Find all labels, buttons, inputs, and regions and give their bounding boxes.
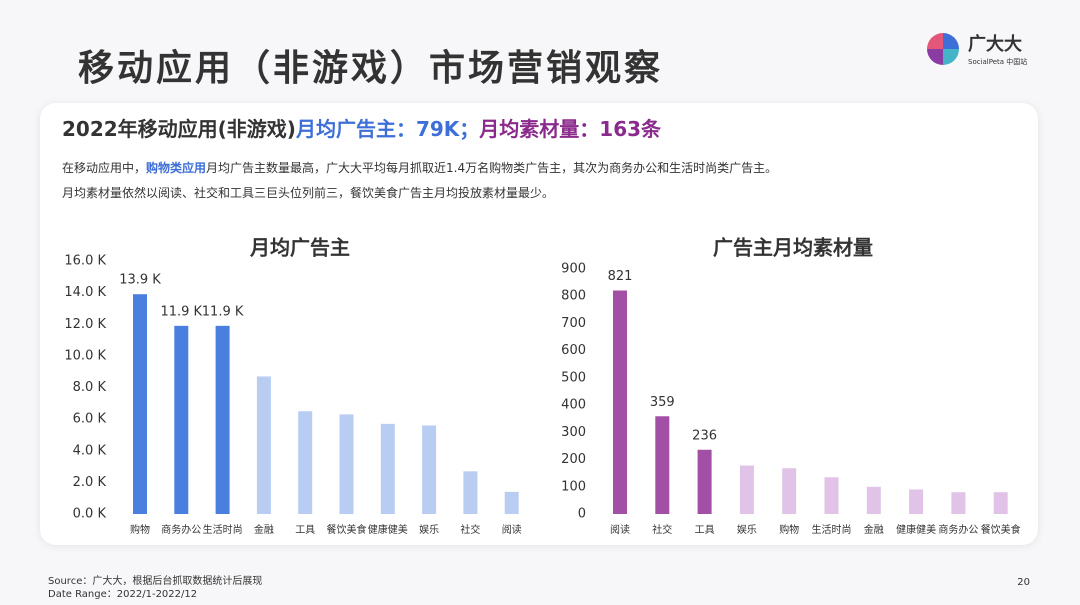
y-tick-label: 700 [561,316,586,331]
bar [697,449,712,514]
y-tick-label: 8.0 K [73,380,107,395]
card [40,103,1038,545]
y-tick-label: 0 [578,507,586,522]
y-tick-label: 2.0 K [73,475,107,490]
bar [256,376,271,514]
subtitle-part: 月均广告主：79K； [295,117,479,141]
x-tick-label: 购物 [779,523,799,536]
slide-title: 移动应用（非游戏）市场营销观察 [78,48,663,89]
bar [866,486,881,514]
bar [739,465,754,514]
bar [909,489,924,514]
x-tick-label: 娱乐 [419,523,439,536]
y-tick-label: 0.0 K [73,507,107,522]
date-range: Date Range：2022/1-2022/12 [48,589,197,600]
bar [951,492,966,514]
bar [993,492,1008,514]
x-tick-label: 娱乐 [737,523,757,536]
y-tick-label: 400 [561,398,586,413]
description-line: 在移动应用中，购物类应用月均广告主数量最高，广大大平均每月抓取近1.4万名购物类… [62,160,777,175]
y-tick-label: 300 [561,425,586,440]
bar [298,411,313,514]
bar [422,425,437,514]
x-tick-label: 购物 [130,523,150,536]
x-tick-label: 生活时尚 [812,523,852,536]
bar [174,325,189,514]
x-tick-label: 金融 [254,523,274,536]
x-tick-label: 工具 [295,524,315,536]
x-tick-label: 健康健美 [368,523,408,536]
highlight: 购物类应用 [146,160,206,175]
data-label: 236 [692,428,717,443]
chart-title: 月均广告主 [249,236,350,260]
page-number: 20 [1017,577,1030,588]
bar [380,423,395,514]
chart-title: 广告主月均素材量 [713,236,873,260]
subtitle-part: 2022年移动应用(非游戏) [62,117,296,141]
bar [824,477,839,514]
data-label: 11.9 K [202,304,244,319]
x-tick-label: 餐饮美食 [981,523,1021,536]
y-tick-label: 14.0 K [64,285,106,300]
bar [613,290,627,514]
x-tick-label: 阅读 [502,523,522,536]
data-label: 821 [608,269,633,284]
source: Source：广大大，根据后台抓取数据统计后展现 [48,574,262,587]
bar [339,414,354,514]
bar [215,325,230,514]
text: 月均广告主数量最高，广大大平均每月抓取近1.4万名购物类广告主，其次为商务办公和… [206,160,777,175]
x-tick-label: 健康健美 [896,523,936,536]
bar [655,416,670,514]
logo-name: 广大大 [968,33,1022,55]
y-tick-label: 500 [561,370,586,385]
subtitle: 2022年移动应用(非游戏)月均广告主：79K；月均素材量：163条 [62,117,662,141]
x-tick-label: 社交 [652,523,672,536]
x-tick-label: 商务办公 [938,523,978,536]
y-tick-label: 16.0 K [64,254,106,269]
x-tick-label: 餐饮美食 [327,523,367,536]
bar [782,468,797,514]
y-tick-label: 4.0 K [73,443,107,458]
y-tick-label: 200 [561,452,586,467]
text: 在移动应用中， [62,160,146,175]
logo: 广大大 SocialPeta 中国站 [927,33,1027,66]
bar [504,491,519,514]
x-tick-label: 生活时尚 [203,523,243,536]
y-tick-label: 800 [561,289,586,304]
x-tick-label: 社交 [460,523,480,536]
y-tick-label: 10.0 K [64,348,106,363]
description-line: 月均素材量依然以阅读、社交和工具三巨头位列前三，餐饮美食广告主月均投放素材量最少… [62,185,554,200]
bar [463,471,478,514]
subtitle-part: 月均素材量：163条 [478,117,662,141]
y-tick-label: 12.0 K [64,317,106,332]
x-tick-label: 金融 [864,523,884,536]
x-tick-label: 工具 [695,524,715,536]
bar [133,294,147,514]
data-label: 359 [650,395,675,410]
data-label: 13.9 K [119,273,161,288]
charts: 月均广告主 0.0 K 2.0 K 4.0 K 6.0 K 8.0 K 10.0 K 12.0… [64,236,1020,537]
data-label: 11.9 K [160,304,202,319]
y-tick-label: 6.0 K [73,412,107,427]
x-tick-label: 商务办公 [161,523,201,536]
y-tick-label: 900 [561,262,586,277]
y-tick-label: 100 [561,479,586,494]
text: 月均素材量依然以阅读、社交和工具三巨头位列前三，餐饮美食广告主月均投放素材量最少… [62,185,554,200]
x-tick-label: 阅读 [610,523,630,536]
y-tick-label: 600 [561,343,586,358]
logo-sub: SocialPeta 中国站 [968,57,1027,66]
